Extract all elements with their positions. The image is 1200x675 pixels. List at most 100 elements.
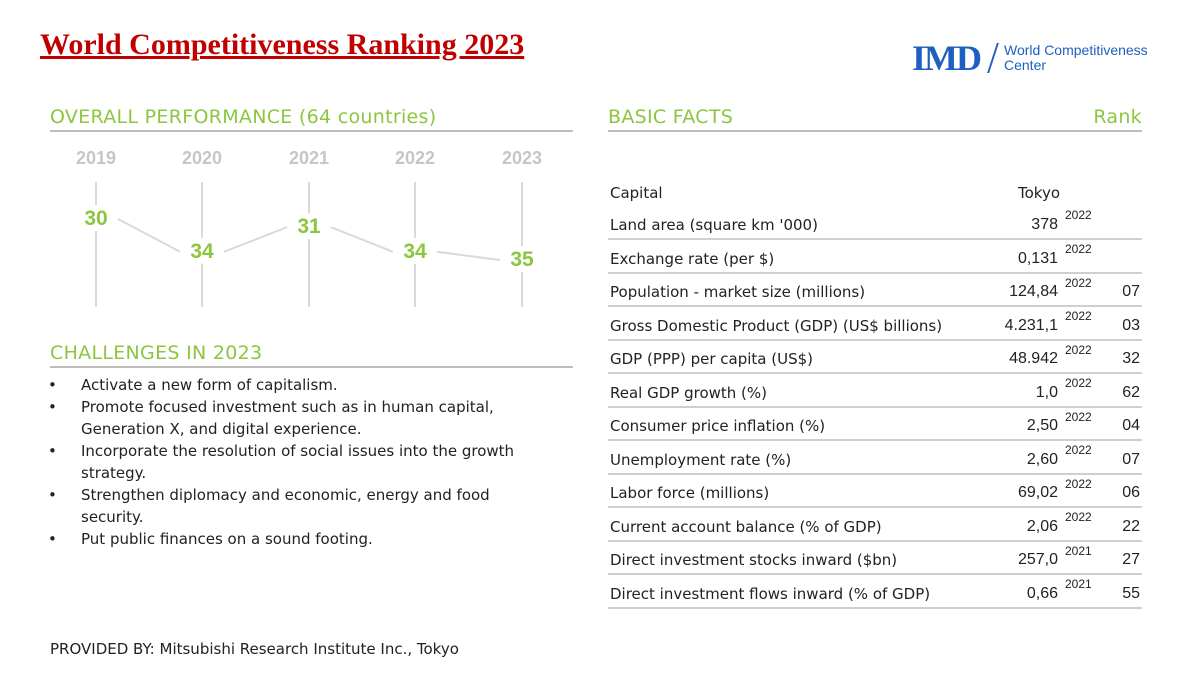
fact-year-cell: 2022 bbox=[1058, 373, 1108, 408]
fact-year: 2022 bbox=[1065, 309, 1092, 323]
fact-label: GDP (PPP) per capita (US$) bbox=[608, 339, 1000, 374]
basic-facts-row: Direct investment stocks inward ($bn) 257… bbox=[608, 540, 1142, 575]
fact-label: Labor force (millions) bbox=[608, 473, 1000, 508]
fact-value: 2,60 bbox=[1000, 440, 1058, 475]
fact-year: 2022 bbox=[1065, 510, 1092, 524]
rank-trend-segment bbox=[223, 226, 288, 253]
fact-value: 48.942 bbox=[1000, 339, 1058, 374]
fact-year-cell: 2021 bbox=[1058, 574, 1108, 609]
fact-year-cell: 2022 bbox=[1058, 239, 1108, 274]
fact-value: 378 bbox=[1000, 205, 1058, 240]
bullet-point: • bbox=[48, 530, 57, 548]
fact-year: 2021 bbox=[1065, 577, 1092, 591]
basic-facts-row: Land area (square km '000) 378 2022 bbox=[608, 205, 1142, 240]
fact-year-cell: 2022 bbox=[1058, 306, 1108, 341]
logo-text: World Competitiveness Center bbox=[1004, 43, 1148, 73]
capital-label: Capital bbox=[610, 183, 663, 202]
fact-year-cell: 2022 bbox=[1058, 440, 1108, 475]
year-label: 2021 bbox=[289, 148, 329, 168]
overall-performance-chart: 2019 2020 2021 2022 2023 30 34 31 34 35 bbox=[76, 148, 542, 307]
challenge-item: • Activate a new form of capitalism. bbox=[46, 374, 576, 396]
fact-year: 2022 bbox=[1065, 275, 1092, 290]
basic-facts-row: Direct investment flows inward (% of GDP… bbox=[608, 574, 1142, 609]
basic-facts-row: Unemployment rate (%) 2,60 2022 07 bbox=[608, 440, 1142, 475]
basic-facts-table: Capital Tokyo Land area (square km '000)… bbox=[608, 172, 1142, 609]
fact-value: 0,131 bbox=[1000, 239, 1058, 274]
basic-facts-row: GDP (PPP) per capita (US$) 48.942 2022 32 bbox=[608, 339, 1142, 374]
fact-rank: 27 bbox=[1108, 540, 1142, 575]
bullet-point: • bbox=[48, 398, 57, 416]
fact-rank bbox=[1108, 205, 1142, 240]
logo-text-line2: Center bbox=[1004, 57, 1047, 73]
year-label: 2022 bbox=[395, 148, 435, 168]
overall-performance-heading: OVERALL PERFORMANCE (64 countries) bbox=[50, 106, 573, 132]
fact-year: 2022 bbox=[1065, 409, 1092, 424]
challenge-line: Put public finances on a sound footing. bbox=[81, 530, 373, 548]
fact-label: Consumer price inflation (%) bbox=[608, 406, 1000, 441]
fact-label: Land area (square km '000) bbox=[608, 205, 1000, 240]
basic-facts-row: Labor force (millions) 69,02 2022 06 bbox=[608, 473, 1142, 508]
fact-year-cell: 2022 bbox=[1058, 339, 1108, 374]
imd-logo: IMD World Competitiveness Center bbox=[912, 40, 1148, 76]
rank-label-backing bbox=[397, 237, 433, 264]
basic-facts-row: Current account balance (% of GDP) 2,06 20… bbox=[608, 507, 1142, 542]
rank-value-label: 34 bbox=[403, 240, 427, 263]
fact-value: 257,0 bbox=[1000, 540, 1058, 575]
logo-slash-divider bbox=[987, 43, 999, 73]
fact-rank: 07 bbox=[1108, 440, 1142, 475]
challenge-line: Promote focused investment such as in hu… bbox=[81, 398, 494, 416]
fact-rank bbox=[1108, 239, 1142, 274]
challenge-line: Activate a new form of capitalism. bbox=[81, 376, 338, 394]
fact-label: Current account balance (% of GDP) bbox=[608, 507, 1000, 542]
fact-year: 2022 bbox=[1065, 342, 1092, 357]
imd-logo-mark: IMD bbox=[912, 38, 982, 78]
challenges-list: • Activate a new form of capitalism. • Prom… bbox=[46, 374, 576, 550]
fact-year: 2022 bbox=[1065, 476, 1092, 491]
fact-value: 2,50 bbox=[1000, 406, 1058, 441]
fact-year: 2021 bbox=[1065, 543, 1092, 558]
rank-label-backing bbox=[504, 246, 540, 272]
basic-facts-heading-bar: BASIC FACTS Rank bbox=[608, 106, 1142, 132]
challenge-line: Generation X, and digital experience. bbox=[81, 420, 362, 438]
challenge-item: • Strengthen diplomacy and economic, ener… bbox=[46, 484, 576, 528]
challenge-item: • Put public finances on a sound footing. bbox=[46, 528, 576, 550]
challenge-line: strategy. bbox=[81, 464, 147, 482]
fact-rank: 03 bbox=[1108, 306, 1142, 341]
rank-trend-segment bbox=[117, 218, 181, 253]
fact-rank: 55 bbox=[1108, 574, 1142, 609]
bullet-point: • bbox=[48, 486, 57, 504]
basic-facts-row: Gross Domestic Product (GDP) (US$ billio… bbox=[608, 306, 1142, 341]
bullet-point: • bbox=[48, 376, 57, 394]
fact-rank: 04 bbox=[1108, 406, 1142, 441]
rank-value-label: 30 bbox=[84, 207, 107, 230]
fact-value: 1,0 bbox=[1000, 373, 1058, 408]
fact-year-cell: 2022 bbox=[1058, 473, 1108, 508]
rank-trend-segment bbox=[436, 250, 501, 261]
fact-year: 2022 bbox=[1065, 443, 1092, 457]
fact-rank: 06 bbox=[1108, 473, 1142, 508]
challenge-item: • Incorporate the resolution of social is… bbox=[46, 440, 576, 484]
rank-label-backing bbox=[78, 205, 114, 231]
challenges-heading: CHALLENGES IN 2023 bbox=[50, 342, 573, 368]
year-label: 2020 bbox=[182, 148, 222, 168]
rank-heading: Rank bbox=[1093, 106, 1142, 128]
challenge-line: security. bbox=[81, 508, 144, 526]
basic-facts-row: Exchange rate (per $) 0,131 2022 bbox=[608, 239, 1142, 274]
fact-year-cell: 2021 bbox=[1058, 540, 1108, 575]
fact-label: Exchange rate (per $) bbox=[608, 239, 1000, 274]
challenge-line: Incorporate the resolution of social iss… bbox=[81, 442, 515, 460]
fact-value: 2,06 bbox=[1000, 507, 1058, 542]
rank-value-label: 34 bbox=[190, 240, 214, 263]
basic-facts-row: Real GDP growth (%) 1,0 2022 62 bbox=[608, 373, 1142, 408]
year-label: 2019 bbox=[76, 148, 116, 168]
fact-year-cell: 2022 bbox=[1058, 205, 1108, 240]
fact-label: Real GDP growth (%) bbox=[608, 373, 1000, 408]
fact-year-cell: 2022 bbox=[1058, 507, 1108, 542]
fact-value: 124,84 bbox=[1000, 272, 1058, 307]
fact-rank: 22 bbox=[1108, 507, 1142, 542]
logo-text-line1: World Competitiveness bbox=[1004, 42, 1148, 58]
fact-year: 2022 bbox=[1065, 207, 1092, 222]
rank-value-label: 35 bbox=[510, 248, 534, 271]
rank-value-label: 31 bbox=[297, 215, 321, 238]
basic-facts-row: Consumer price inflation (%) 2,50 2022 04 bbox=[608, 406, 1142, 441]
